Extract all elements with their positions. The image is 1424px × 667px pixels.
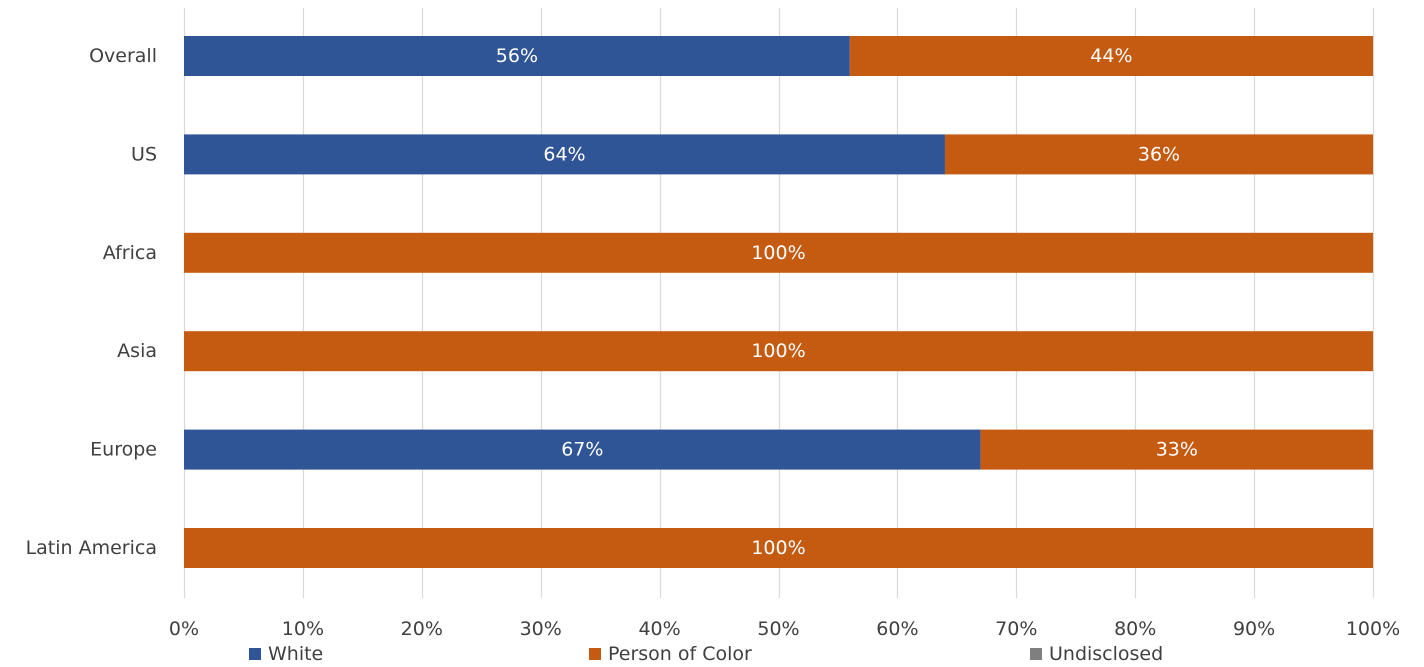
data-label: 67% (561, 439, 603, 461)
category-label: US (131, 143, 157, 165)
legend-swatch (249, 648, 261, 660)
category-label: Asia (117, 340, 157, 362)
legend-label: Person of Color (608, 643, 752, 665)
x-tick-label: 100% (1346, 618, 1400, 640)
bar-person-of-color (980, 429, 1373, 470)
category-label: Overall (89, 45, 157, 67)
bar-person-of-color (184, 331, 1373, 372)
bar-person-of-color (184, 528, 1373, 568)
x-tick-labels: 0% 10% 20% 30% 40% 50% 60% 70% 80% 90% 100% (169, 618, 1400, 640)
legend-swatch (1030, 648, 1042, 660)
legend-swatch (589, 648, 601, 660)
bar-person-of-color (849, 36, 1373, 76)
data-label: 56% (496, 45, 538, 67)
category-label: Africa (103, 242, 157, 264)
x-tick-label: 70% (995, 618, 1037, 640)
data-label: 100% (751, 537, 805, 559)
x-tick-label: 0% (169, 618, 199, 640)
gridlines (183, 8, 1375, 598)
category-label: Latin America (26, 537, 157, 559)
x-tick-label: 60% (876, 618, 918, 640)
legend: White Person of Color Undisclosed (249, 643, 1163, 665)
category-labels: Overall US Africa Asia Europe Latin America (26, 45, 157, 559)
x-tick-label: 80% (1114, 618, 1156, 640)
legend-label: Undisclosed (1049, 643, 1163, 665)
category-label: Europe (90, 439, 157, 461)
bars: 56% 44% 64% 36% 100% 100% 67% 33% 100% (184, 36, 1373, 568)
bar-white (184, 134, 945, 175)
data-label: 100% (751, 340, 805, 362)
bar-white (184, 429, 981, 470)
x-tick-label: 90% (1233, 618, 1275, 640)
x-tick-label: 40% (638, 618, 680, 640)
data-label: 36% (1138, 143, 1180, 165)
bar-person-of-color (944, 134, 1373, 175)
x-tick-label: 50% (757, 618, 799, 640)
legend-label: White (268, 643, 323, 665)
data-label: 33% (1156, 439, 1198, 461)
x-tick-label: 20% (401, 618, 443, 640)
bar-person-of-color (184, 232, 1373, 273)
data-label: 64% (543, 143, 585, 165)
bar-white (184, 36, 850, 76)
x-tick-label: 10% (282, 618, 324, 640)
x-tick-label: 30% (520, 618, 562, 640)
data-label: 100% (751, 242, 805, 264)
data-label: 44% (1090, 45, 1132, 67)
